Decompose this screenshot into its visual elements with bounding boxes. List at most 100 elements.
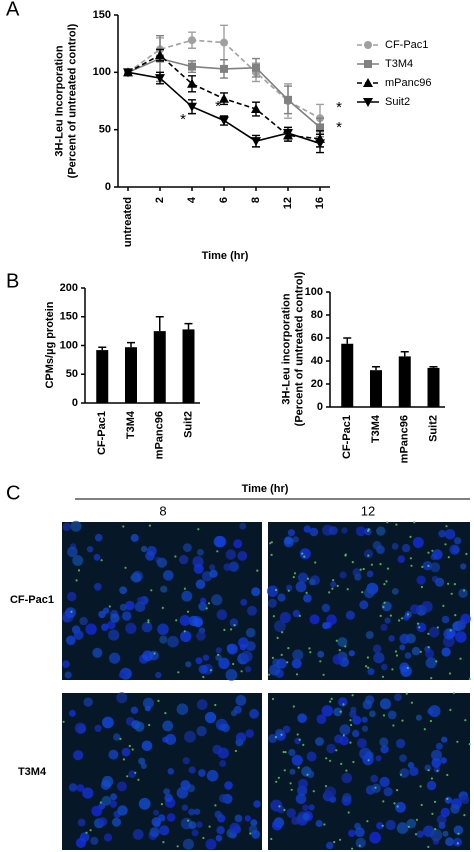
x-tick-label: untreated <box>122 197 134 247</box>
green-spot <box>208 825 211 828</box>
nucleus <box>435 742 443 750</box>
green-spot <box>434 828 437 831</box>
nucleus <box>245 729 254 738</box>
nucleus <box>85 623 97 635</box>
nucleus <box>453 537 462 545</box>
green-spot <box>414 833 418 836</box>
green-spot <box>351 694 354 697</box>
green-spot <box>465 552 468 556</box>
nucleus <box>460 795 470 805</box>
nucleus <box>380 745 389 754</box>
green-spot <box>459 657 462 660</box>
green-spot <box>290 788 293 791</box>
nucleus <box>247 605 257 616</box>
nucleus <box>188 615 199 627</box>
nucleus <box>359 747 372 760</box>
nucleus <box>275 730 286 741</box>
green-spot <box>176 845 179 848</box>
green-spot <box>100 559 103 562</box>
green-spot <box>456 842 459 845</box>
nucleus <box>167 635 179 648</box>
green-spot <box>293 572 297 575</box>
nucleus <box>244 666 252 673</box>
nucleus <box>303 525 311 533</box>
nucleus <box>396 822 409 834</box>
green-spot <box>232 662 235 666</box>
nucleus <box>102 775 114 788</box>
error-bar <box>400 351 409 357</box>
marker <box>219 93 229 103</box>
nucleus <box>355 837 366 849</box>
nucleus <box>67 546 78 558</box>
nucleus <box>381 663 388 671</box>
nucleus <box>449 544 460 555</box>
nucleus <box>306 770 315 778</box>
bar <box>125 347 137 403</box>
nucleus <box>395 738 406 749</box>
green-spot <box>399 773 403 776</box>
nucleus <box>404 652 412 659</box>
nucleus <box>308 578 316 586</box>
nucleus <box>435 577 445 587</box>
nucleus <box>277 805 285 814</box>
green-spot <box>344 553 347 556</box>
nucleus <box>224 781 233 790</box>
nucleus <box>455 631 467 643</box>
nucleus <box>196 699 208 710</box>
green-spot <box>416 622 420 625</box>
nucleus <box>140 545 148 553</box>
green-spot <box>366 820 369 823</box>
annotation: * <box>336 99 342 116</box>
nucleus <box>274 620 286 633</box>
green-spot <box>306 773 309 776</box>
green-spot <box>454 614 457 617</box>
micrograph <box>266 521 472 681</box>
green-spot <box>468 743 471 746</box>
nucleus <box>288 748 296 757</box>
nucleus <box>411 646 421 656</box>
green-spot <box>289 782 292 785</box>
green-spot <box>398 619 401 622</box>
nucleus <box>166 813 176 822</box>
nucleus <box>233 539 243 549</box>
nucleus <box>338 697 348 707</box>
nucleus <box>94 533 103 542</box>
green-spot <box>240 670 243 673</box>
nucleus <box>163 570 174 581</box>
green-spot <box>447 556 450 559</box>
green-spot <box>446 797 449 801</box>
nucleus <box>326 743 336 754</box>
nucleus <box>141 621 153 633</box>
nucleus <box>233 705 242 714</box>
nucleus <box>282 725 291 734</box>
y-tick-label: 50 <box>99 124 111 136</box>
nucleus <box>64 671 72 679</box>
nucleus <box>119 586 127 595</box>
nucleus <box>188 766 196 774</box>
green-spot <box>436 769 439 772</box>
green-spot <box>202 836 205 840</box>
green-spot <box>406 613 410 616</box>
green-spot <box>427 564 430 568</box>
green-spot <box>405 692 408 695</box>
nucleus <box>379 737 389 747</box>
green-spot <box>444 543 447 546</box>
nucleus <box>215 647 222 654</box>
nucleus <box>430 829 443 842</box>
green-spot <box>389 614 392 617</box>
green-spot <box>351 561 354 564</box>
green-spot <box>335 749 338 752</box>
error-bar <box>155 316 164 332</box>
nucleus <box>93 582 102 591</box>
green-spot <box>342 734 345 737</box>
green-spot <box>284 751 287 754</box>
green-spot <box>124 566 127 569</box>
column-label: 12 <box>361 503 375 518</box>
green-spot <box>419 650 422 653</box>
green-spot <box>202 675 205 679</box>
nucleus <box>399 754 407 763</box>
nucleus <box>191 829 199 837</box>
nucleus <box>412 537 424 548</box>
nucleus <box>432 549 443 560</box>
marker <box>251 137 261 147</box>
